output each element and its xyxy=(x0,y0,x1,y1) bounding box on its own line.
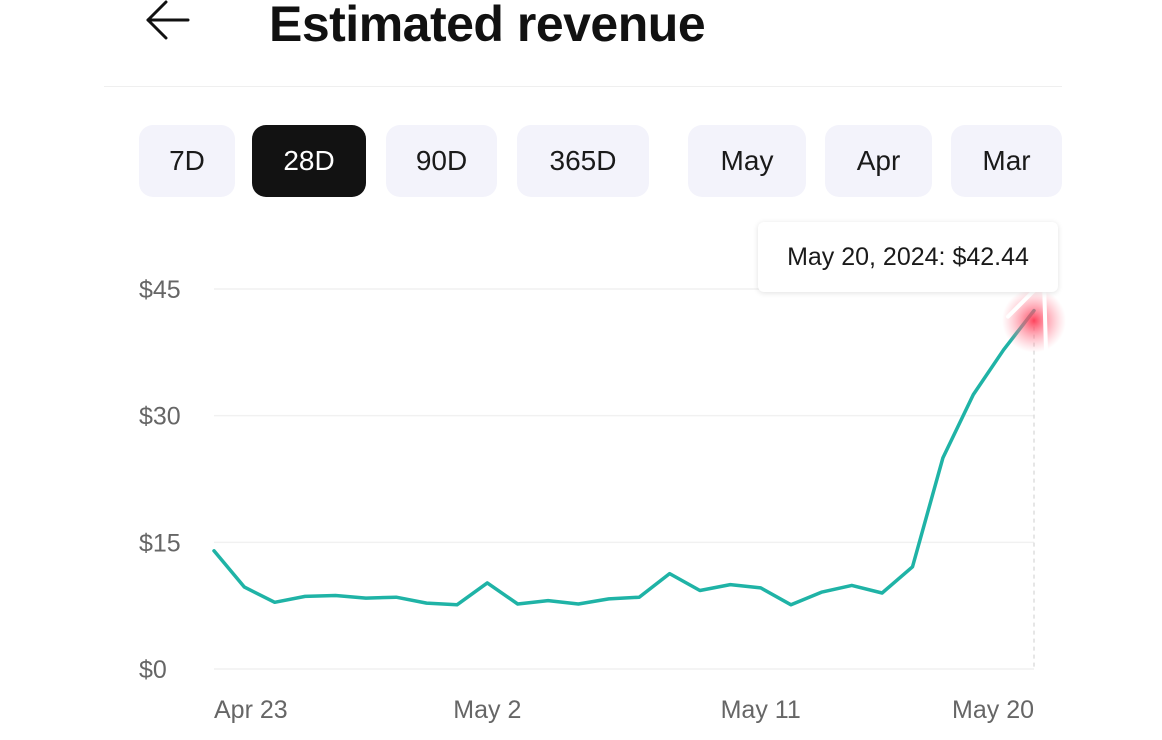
tab-7d[interactable]: 7D xyxy=(139,125,235,197)
tab-label: 90D xyxy=(415,145,468,176)
tab-label: 365D xyxy=(549,145,617,176)
tooltip-text: May 20, 2024: $42.44 xyxy=(787,242,1029,271)
tab-mar[interactable]: Mar xyxy=(951,125,1062,197)
x-tick-label: Apr 23 xyxy=(214,696,288,724)
tab-90d[interactable]: 90D xyxy=(386,125,497,197)
page-title: Estimated revenue xyxy=(269,0,706,52)
y-tick-label: $30 xyxy=(139,403,181,431)
tab-apr[interactable]: Apr xyxy=(825,125,932,197)
y-tick-label: $0 xyxy=(139,656,167,684)
tab-label: 28D xyxy=(283,145,335,176)
chart-tooltip: May 20, 2024: $42.44 xyxy=(758,222,1058,292)
tab-label: Apr xyxy=(856,145,901,176)
tab-label: May xyxy=(720,145,774,176)
series-line xyxy=(212,308,1036,607)
x-tick-label: May 20 xyxy=(952,696,1034,724)
tab-label: 7D xyxy=(169,145,205,176)
tab-28d[interactable]: 28D xyxy=(252,125,366,197)
tab-may[interactable]: May xyxy=(688,125,806,197)
tab-label: Mar xyxy=(982,145,1031,176)
y-tick-label: $15 xyxy=(139,529,181,557)
arrow-left-icon xyxy=(146,0,190,40)
tab-365d[interactable]: 365D xyxy=(517,125,649,197)
back-button[interactable] xyxy=(144,0,196,44)
header: Estimated revenue xyxy=(104,0,1062,87)
y-tick-label: $45 xyxy=(139,276,181,304)
x-tick-label: May 2 xyxy=(453,696,521,724)
x-tick-label: May 11 xyxy=(721,696,801,724)
touch-glow xyxy=(1002,288,1066,353)
